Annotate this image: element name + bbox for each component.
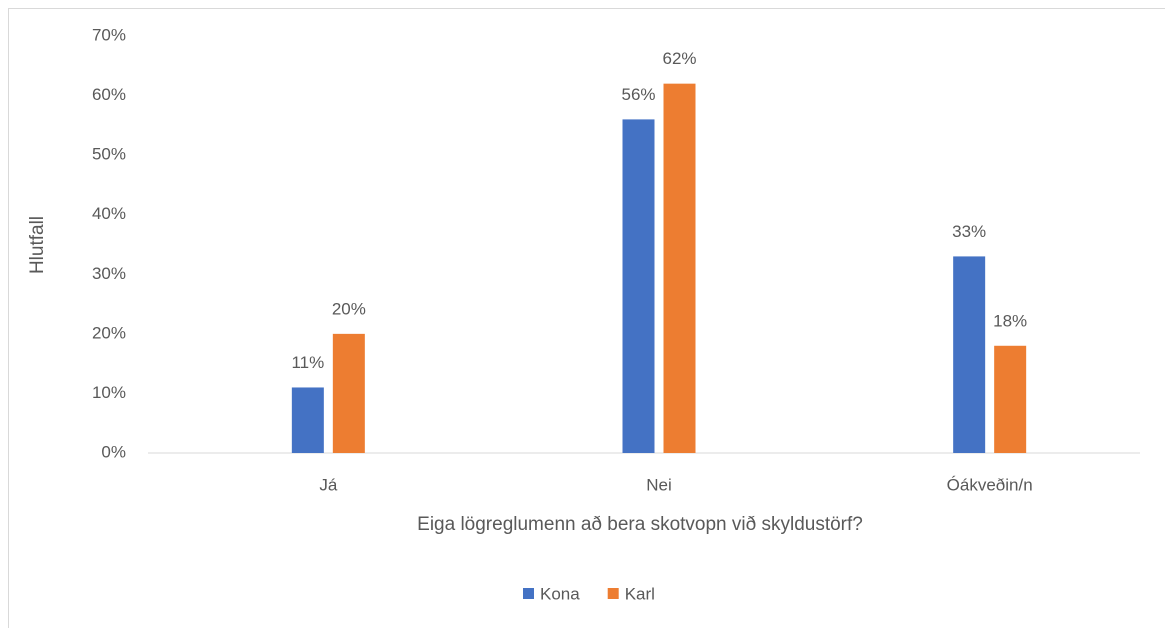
legend-swatch	[607, 588, 619, 599]
y-tick-label: 0%	[101, 442, 126, 461]
y-tick-label: 20%	[92, 323, 126, 342]
x-axis-title: Eiga lögreglumenn að bera skotvopn við s…	[417, 514, 863, 535]
bar	[622, 119, 655, 454]
y-tick-label: 60%	[92, 85, 126, 104]
data-label: 18%	[993, 311, 1027, 330]
x-tick-label: Já	[319, 475, 338, 494]
y-tick-label: 70%	[92, 25, 126, 44]
y-tick-label: 50%	[92, 145, 126, 164]
legend-label: Karl	[625, 584, 655, 603]
y-axis-title: Hlutfall	[27, 216, 48, 274]
bar	[663, 83, 696, 454]
bar	[994, 345, 1027, 453]
data-label: 62%	[662, 49, 696, 68]
x-tick-label: Nei	[646, 475, 672, 494]
data-label: 20%	[332, 299, 366, 318]
bar	[332, 333, 365, 453]
data-label: 33%	[952, 222, 986, 241]
bar	[291, 387, 324, 453]
y-tick-label: 40%	[92, 204, 126, 223]
x-tick-label: Óákveðin/n	[947, 475, 1033, 494]
y-tick-label: 30%	[92, 264, 126, 283]
legend-label: Kona	[540, 584, 580, 603]
data-label: 11%	[291, 353, 324, 372]
data-label: 56%	[621, 85, 655, 104]
y-tick-label: 10%	[92, 383, 126, 402]
chart-border	[8, 8, 1165, 628]
legend-swatch	[523, 588, 534, 599]
bar	[953, 256, 986, 453]
